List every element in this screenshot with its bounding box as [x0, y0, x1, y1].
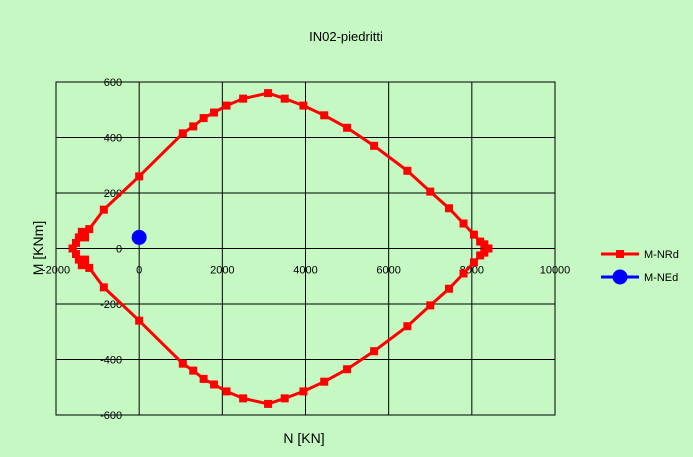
y-axis-title: M [KNm] — [30, 221, 46, 275]
x-tick-label: 2000 — [210, 265, 234, 277]
data-point — [99, 283, 108, 292]
data-point — [74, 233, 83, 242]
data-point — [135, 172, 144, 181]
data-point — [222, 101, 231, 110]
data-point — [459, 219, 468, 228]
data-point — [320, 111, 329, 120]
legend-item: M-NEd — [601, 269, 678, 285]
data-point — [403, 166, 412, 175]
data-point — [343, 123, 352, 132]
data-point — [71, 238, 80, 247]
data-point — [222, 387, 231, 396]
data-point — [239, 394, 248, 403]
data-point — [210, 380, 219, 389]
data-point — [280, 94, 289, 103]
data-point — [74, 255, 83, 264]
x-axis-title: N [KN] — [283, 430, 324, 446]
data-point — [299, 387, 308, 396]
legend-item: M-NRd — [601, 249, 679, 261]
legend-label: M-NEd — [644, 272, 678, 284]
data-point — [81, 255, 90, 264]
data-point — [199, 374, 208, 383]
data-point — [178, 129, 187, 138]
data-point — [444, 204, 453, 213]
data-point — [370, 347, 379, 356]
series-M-NRd — [68, 89, 493, 408]
data-point — [370, 141, 379, 150]
data-point — [189, 122, 198, 131]
data-point — [85, 225, 94, 234]
data-point — [210, 108, 219, 117]
y-tick-label: -400 — [100, 355, 122, 367]
data-point — [343, 365, 352, 374]
data-point — [71, 250, 80, 259]
y-tick-label: -600 — [100, 410, 122, 422]
series-layer — [68, 89, 493, 408]
grid-lines — [55, 81, 556, 416]
data-point — [264, 89, 273, 98]
data-point — [469, 258, 478, 267]
data-point — [480, 240, 489, 249]
data-point — [476, 237, 485, 246]
data-point — [77, 261, 86, 270]
x-tick-label: 0 — [136, 265, 142, 277]
data-point — [426, 301, 435, 310]
y-tick-label: -200 — [100, 299, 122, 311]
x-tick-label: 4000 — [293, 265, 317, 277]
data-point — [178, 359, 187, 368]
data-point — [99, 205, 108, 214]
data-point — [264, 399, 273, 408]
data-point — [299, 101, 308, 110]
data-point — [189, 366, 198, 375]
data-point — [320, 377, 329, 386]
chart-title: IN02-piedritti — [309, 29, 383, 44]
y-tick-label: 400 — [104, 133, 122, 145]
legend-label: M-NRd — [644, 249, 679, 261]
data-point — [280, 394, 289, 403]
data-point — [199, 114, 208, 123]
data-point — [239, 94, 248, 103]
data-point — [484, 244, 493, 253]
legend-marker — [616, 250, 624, 258]
legend-marker — [612, 269, 628, 285]
data-point — [426, 187, 435, 196]
x-tick-label: -2000 — [42, 265, 70, 277]
data-point — [68, 244, 77, 253]
data-point — [469, 230, 478, 239]
y-tick-label: 600 — [104, 77, 122, 89]
data-point — [81, 233, 90, 242]
data-point — [85, 263, 94, 272]
data-point — [131, 229, 147, 245]
series-M-NEd — [131, 229, 147, 245]
y-tick-label: 0 — [116, 244, 122, 256]
data-point — [403, 322, 412, 331]
data-point — [444, 284, 453, 293]
data-point — [459, 269, 468, 278]
data-point — [135, 316, 144, 325]
data-point — [476, 251, 485, 260]
x-tick-label: 10000 — [540, 265, 571, 277]
x-tick-label: 6000 — [376, 265, 400, 277]
data-point — [480, 248, 489, 257]
legend: M-NRd M-NEd — [601, 249, 679, 285]
data-point — [77, 227, 86, 236]
